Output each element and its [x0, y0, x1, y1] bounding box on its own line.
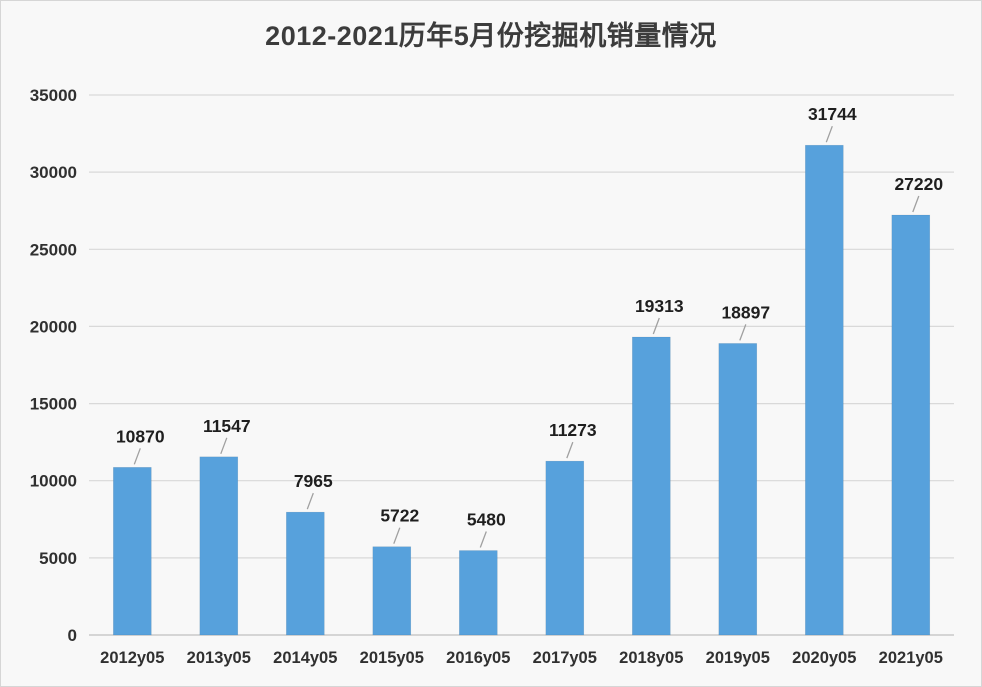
leader-line [825, 125, 833, 143]
x-tick-label: 2021y05 [879, 649, 943, 667]
x-tick-label: 2018y05 [619, 649, 683, 667]
y-tick-label: 0 [68, 626, 77, 645]
bar-value-label: 19313 [635, 296, 684, 316]
bar-value-label: 18897 [721, 302, 770, 322]
bar-value-label: 7965 [294, 471, 333, 491]
bar-value-label: 5480 [467, 510, 506, 530]
leader-line [393, 527, 401, 544]
bar-2013y05 [199, 456, 239, 636]
x-tick-label: 2012y05 [100, 649, 164, 667]
bar-value-label: 31744 [808, 104, 857, 124]
y-tick-label: 15000 [30, 395, 77, 414]
x-tick-label: 2017y05 [533, 649, 597, 667]
y-tick-label: 30000 [30, 163, 77, 182]
bar-2017y05 [545, 460, 585, 636]
x-tick-label: 2019y05 [706, 649, 770, 667]
y-tick-label: 5000 [39, 549, 77, 568]
y-tick-label: 10000 [30, 472, 77, 491]
x-tick-label: 2013y05 [187, 649, 251, 667]
x-tick-label: 2015y05 [360, 649, 424, 667]
bar-2021y05 [891, 214, 931, 636]
leader-line [912, 195, 920, 213]
bar-2012y05 [113, 466, 152, 636]
leader-line [220, 437, 228, 455]
x-tick-label: 2016y05 [446, 649, 510, 667]
bar-2019y05 [718, 343, 758, 636]
bar-2014y05 [285, 511, 325, 636]
leader-line [739, 324, 747, 341]
bar-2018y05 [631, 336, 671, 636]
x-tick-label: 2020y05 [792, 649, 856, 667]
leader-line [566, 441, 574, 459]
leader-line [479, 531, 487, 548]
bar-value-label: 10870 [116, 426, 165, 446]
y-tick-label: 35000 [30, 86, 77, 105]
chart-title: 2012-2021历年5月份挖掘机销量情况 [265, 21, 717, 51]
bar-value-label: 5722 [380, 506, 419, 526]
leader-line [652, 317, 660, 335]
bar-value-label: 27220 [894, 174, 943, 194]
bar-value-label: 11273 [549, 420, 597, 440]
bar-value-label: 11547 [203, 416, 251, 436]
leader-line [306, 492, 314, 510]
leader-line [133, 448, 141, 465]
bar-2015y05 [372, 546, 412, 636]
y-tick-label: 20000 [30, 317, 77, 336]
bar-2016y05 [458, 550, 498, 636]
y-tick-label: 25000 [30, 240, 77, 259]
bar-2020y05 [804, 144, 844, 636]
x-tick-label: 2014y05 [273, 649, 337, 667]
